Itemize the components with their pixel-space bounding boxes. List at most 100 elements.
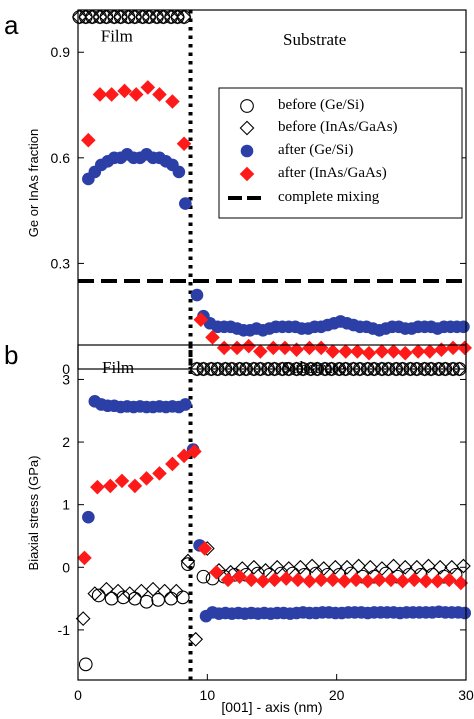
legend: before (Ge/Si) before (InAs/GaAs) after … <box>218 87 463 219</box>
data-point-before-ge-si <box>104 591 119 606</box>
data-point-before-inas-gaas <box>196 361 211 377</box>
data-point-after-inas-gaas <box>193 312 209 328</box>
data-point-before-inas-gaas <box>122 586 138 601</box>
data-point-before-inas-gaas <box>388 361 404 377</box>
data-point-before-inas-gaas <box>87 586 103 601</box>
data-point-after-inas-gaas <box>374 344 390 359</box>
data-point-before-inas-gaas <box>224 361 240 377</box>
data-point-after-inas-gaas <box>232 569 247 584</box>
data-point-after-inas-gaas <box>418 573 434 589</box>
data-point-before-inas-gaas <box>168 583 184 599</box>
panel-a-film-annotation: Film <box>101 27 133 46</box>
data-point-after-inas-gaas <box>434 342 449 357</box>
panel-b-yticks: -1 0 1 2 3 <box>58 371 466 638</box>
data-point-before-inas-gaas <box>176 9 192 25</box>
legend-symbol <box>240 99 254 113</box>
data-point-before-inas-gaas <box>293 559 308 575</box>
data-point-before-inas-gaas <box>452 361 467 377</box>
data-point-after-inas-gaas <box>277 340 293 356</box>
data-point-before-inas-gaas <box>189 361 205 377</box>
data-point-after-inas-gaas <box>338 344 354 359</box>
panel-b-frame <box>77 344 467 681</box>
data-point-before-inas-gaas <box>180 553 196 569</box>
data-point-before-inas-gaas <box>281 361 297 377</box>
data-point-after-inas-gaas <box>152 466 167 481</box>
legend-entry-after-gesi: after (Ge/Si) <box>278 142 353 158</box>
data-point-after-inas-gaas <box>267 572 282 588</box>
data-point-after-inas-gaas <box>313 572 329 588</box>
data-point-after-ge-si <box>82 510 95 524</box>
data-point-before-inas-gaas <box>121 9 136 25</box>
data-point-after-inas-gaas <box>361 345 377 361</box>
data-point-before-ge-si <box>116 590 131 605</box>
data-point-before-inas-gaas <box>386 558 401 574</box>
data-point-after-inas-gaas <box>360 573 376 589</box>
legend-symbol <box>240 144 254 158</box>
series-before-inas-gaas <box>71 9 467 377</box>
data-point-after-inas-gaas <box>104 87 119 102</box>
data-point-before-inas-gaas <box>346 361 361 377</box>
data-point-after-inas-gaas <box>127 478 143 494</box>
data-point-after-inas-gaas <box>205 330 220 345</box>
data-point-before-inas-gaas <box>352 361 368 377</box>
data-point-after-inas-gaas <box>165 94 180 109</box>
data-point-after-inas-gaas <box>383 572 399 588</box>
data-point-before-ge-si <box>181 557 195 572</box>
data-point-after-inas-gaas <box>244 572 259 588</box>
data-point-after-inas-gaas <box>325 344 341 359</box>
series-after-inas-gaas <box>81 80 473 361</box>
data-point-before-inas-gaas <box>421 558 436 574</box>
data-point-before-ge-si <box>78 657 93 672</box>
panel-b-label: b <box>4 340 18 370</box>
data-point-after-inas-gaas <box>395 573 410 589</box>
y-tick-label: 0 <box>62 361 70 377</box>
data-point-before-inas-gaas <box>303 361 319 377</box>
data-point-before-inas-gaas <box>203 361 219 377</box>
y-tick-label: 0.6 <box>51 150 71 166</box>
data-point-before-inas-gaas <box>374 361 390 377</box>
data-point-before-inas-gaas <box>92 9 108 25</box>
data-point-before-inas-gaas <box>360 361 376 377</box>
data-point-after-inas-gaas <box>453 575 469 591</box>
data-point-before-inas-gaas <box>75 611 91 627</box>
data-point-before-inas-gaas <box>324 361 339 377</box>
data-point-after-ge-si <box>179 197 192 210</box>
data-point-after-inas-gaas <box>410 344 426 359</box>
data-point-before-inas-gaas <box>149 9 165 25</box>
data-point-before-inas-gaas <box>99 9 114 25</box>
data-point-after-ge-si <box>457 320 470 334</box>
data-point-after-inas-gaas <box>290 572 306 588</box>
data-point-after-inas-gaas <box>457 340 473 356</box>
data-point-before-inas-gaas <box>99 581 114 597</box>
legend-entry-complete-mixing: complete mixing <box>278 189 380 205</box>
data-point-before-inas-gaas <box>163 9 179 25</box>
data-point-after-inas-gaas <box>139 471 154 486</box>
data-point-before-inas-gaas <box>295 361 311 377</box>
data-point-before-inas-gaas <box>445 361 461 377</box>
data-point-before-inas-gaas <box>409 559 425 575</box>
data-point-before-ge-si <box>175 590 190 605</box>
series-after-inas-gaas <box>77 444 469 591</box>
data-point-after-inas-gaas <box>187 444 202 459</box>
panel-a-frame <box>77 9 467 370</box>
panel-b-substrate-annotation: Substrate <box>282 358 345 377</box>
panel-a-marks <box>71 9 473 377</box>
panel-b-xticks: 0 10 20 30 <box>74 674 474 703</box>
data-point-before-inas-gaas <box>437 361 453 377</box>
data-point-before-inas-gaas <box>84 9 100 25</box>
data-point-before-inas-gaas <box>304 558 320 574</box>
data-point-after-inas-gaas <box>372 572 387 588</box>
data-point-after-inas-gaas <box>430 573 445 589</box>
data-point-before-inas-gaas <box>71 9 87 25</box>
panel-a-ylabel: Ge or InAs fraction <box>26 129 41 237</box>
data-point-before-inas-gaas <box>366 361 382 377</box>
data-point-after-inas-gaas <box>302 573 317 589</box>
data-point-before-inas-gaas <box>218 361 233 377</box>
data-point-before-inas-gaas <box>127 9 143 25</box>
data-point-before-inas-gaas <box>110 583 126 599</box>
data-point-before-inas-gaas <box>232 361 248 377</box>
y-tick-label: -1 <box>58 622 71 638</box>
data-point-before-inas-gaas <box>238 361 254 377</box>
panel-b-xlabel: [001] - axis (nm) <box>221 699 322 715</box>
data-point-after-inas-gaas <box>220 572 236 588</box>
